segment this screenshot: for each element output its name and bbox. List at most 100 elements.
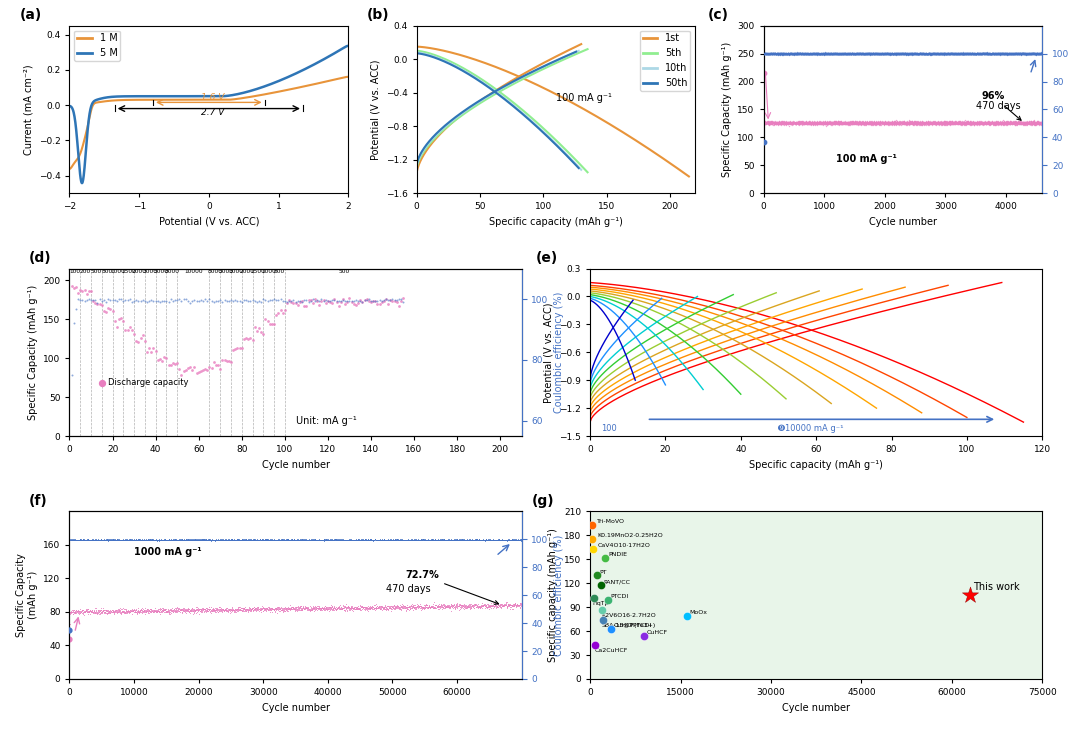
Point bbox=[988, 117, 1005, 129]
Point bbox=[348, 534, 366, 546]
Point bbox=[179, 606, 196, 617]
Point bbox=[863, 48, 880, 59]
Point bbox=[884, 117, 901, 128]
Point bbox=[363, 600, 381, 612]
Point bbox=[957, 48, 974, 59]
Point bbox=[1022, 48, 1039, 59]
Point bbox=[443, 534, 460, 546]
Point bbox=[883, 118, 900, 130]
Point bbox=[286, 534, 304, 545]
Point bbox=[939, 117, 956, 129]
Point bbox=[810, 48, 827, 59]
Point bbox=[479, 534, 496, 545]
Point bbox=[921, 48, 939, 59]
Point bbox=[928, 117, 945, 128]
Point bbox=[766, 117, 784, 129]
Point bbox=[148, 295, 165, 307]
Point bbox=[840, 48, 857, 59]
Point bbox=[845, 117, 862, 128]
Point bbox=[284, 534, 301, 545]
Point bbox=[878, 117, 895, 128]
Point bbox=[322, 296, 339, 308]
Point bbox=[1009, 116, 1026, 128]
Point bbox=[344, 534, 361, 546]
Point bbox=[992, 48, 1009, 60]
Point bbox=[257, 604, 274, 616]
Point bbox=[386, 603, 403, 615]
Point bbox=[894, 47, 911, 59]
Point bbox=[941, 48, 958, 60]
Point bbox=[1032, 117, 1049, 129]
Point bbox=[450, 599, 467, 611]
Point bbox=[1020, 118, 1037, 130]
Point bbox=[988, 115, 1005, 127]
Point bbox=[970, 48, 987, 59]
Point bbox=[1003, 117, 1020, 128]
Point bbox=[347, 534, 365, 546]
Point bbox=[895, 117, 912, 128]
Point bbox=[966, 48, 983, 60]
Point bbox=[836, 117, 853, 129]
Point bbox=[275, 534, 292, 546]
Point bbox=[943, 48, 960, 59]
Point bbox=[988, 117, 1005, 128]
Point bbox=[433, 600, 450, 611]
Point bbox=[172, 604, 189, 616]
Point bbox=[917, 48, 934, 59]
Point bbox=[806, 48, 823, 59]
Point bbox=[938, 117, 955, 128]
Point bbox=[890, 47, 908, 59]
Point bbox=[180, 603, 197, 614]
Point bbox=[328, 295, 345, 307]
Point bbox=[883, 116, 900, 128]
Point bbox=[848, 47, 865, 59]
Point bbox=[989, 48, 1006, 59]
Point bbox=[919, 48, 936, 60]
Point bbox=[227, 603, 244, 615]
Point bbox=[943, 47, 960, 59]
Point bbox=[948, 117, 965, 129]
Point bbox=[986, 48, 1003, 59]
Point bbox=[902, 116, 919, 128]
Point bbox=[987, 48, 1004, 59]
Point bbox=[796, 117, 814, 128]
Point bbox=[759, 48, 776, 59]
Point bbox=[845, 117, 862, 128]
Point bbox=[341, 602, 358, 614]
Point bbox=[68, 606, 86, 617]
Point bbox=[879, 117, 896, 129]
Point bbox=[867, 117, 884, 129]
Point bbox=[975, 48, 992, 59]
Point bbox=[1025, 47, 1042, 59]
Point bbox=[226, 606, 243, 617]
Point bbox=[897, 47, 914, 59]
Point bbox=[850, 47, 867, 59]
Point bbox=[402, 600, 419, 612]
Point bbox=[229, 534, 246, 545]
Point bbox=[215, 534, 232, 545]
Point bbox=[805, 118, 822, 130]
Point bbox=[983, 117, 1001, 129]
Point bbox=[881, 48, 898, 59]
Point bbox=[771, 48, 788, 60]
Point bbox=[945, 117, 962, 128]
Point bbox=[1007, 117, 1024, 128]
Point bbox=[1013, 48, 1031, 60]
Point bbox=[811, 48, 828, 59]
Point bbox=[1009, 116, 1026, 128]
Point bbox=[259, 534, 276, 545]
Point bbox=[975, 48, 992, 59]
Point bbox=[461, 534, 478, 545]
Point bbox=[311, 534, 328, 546]
Point bbox=[831, 48, 848, 59]
Point bbox=[90, 606, 107, 618]
Point bbox=[926, 47, 943, 59]
Point bbox=[956, 48, 973, 59]
Point bbox=[967, 117, 985, 129]
Point bbox=[190, 534, 207, 546]
Point bbox=[771, 48, 788, 59]
Point bbox=[858, 117, 876, 128]
Point bbox=[246, 601, 263, 613]
Point bbox=[820, 48, 837, 60]
Point bbox=[1024, 117, 1041, 128]
